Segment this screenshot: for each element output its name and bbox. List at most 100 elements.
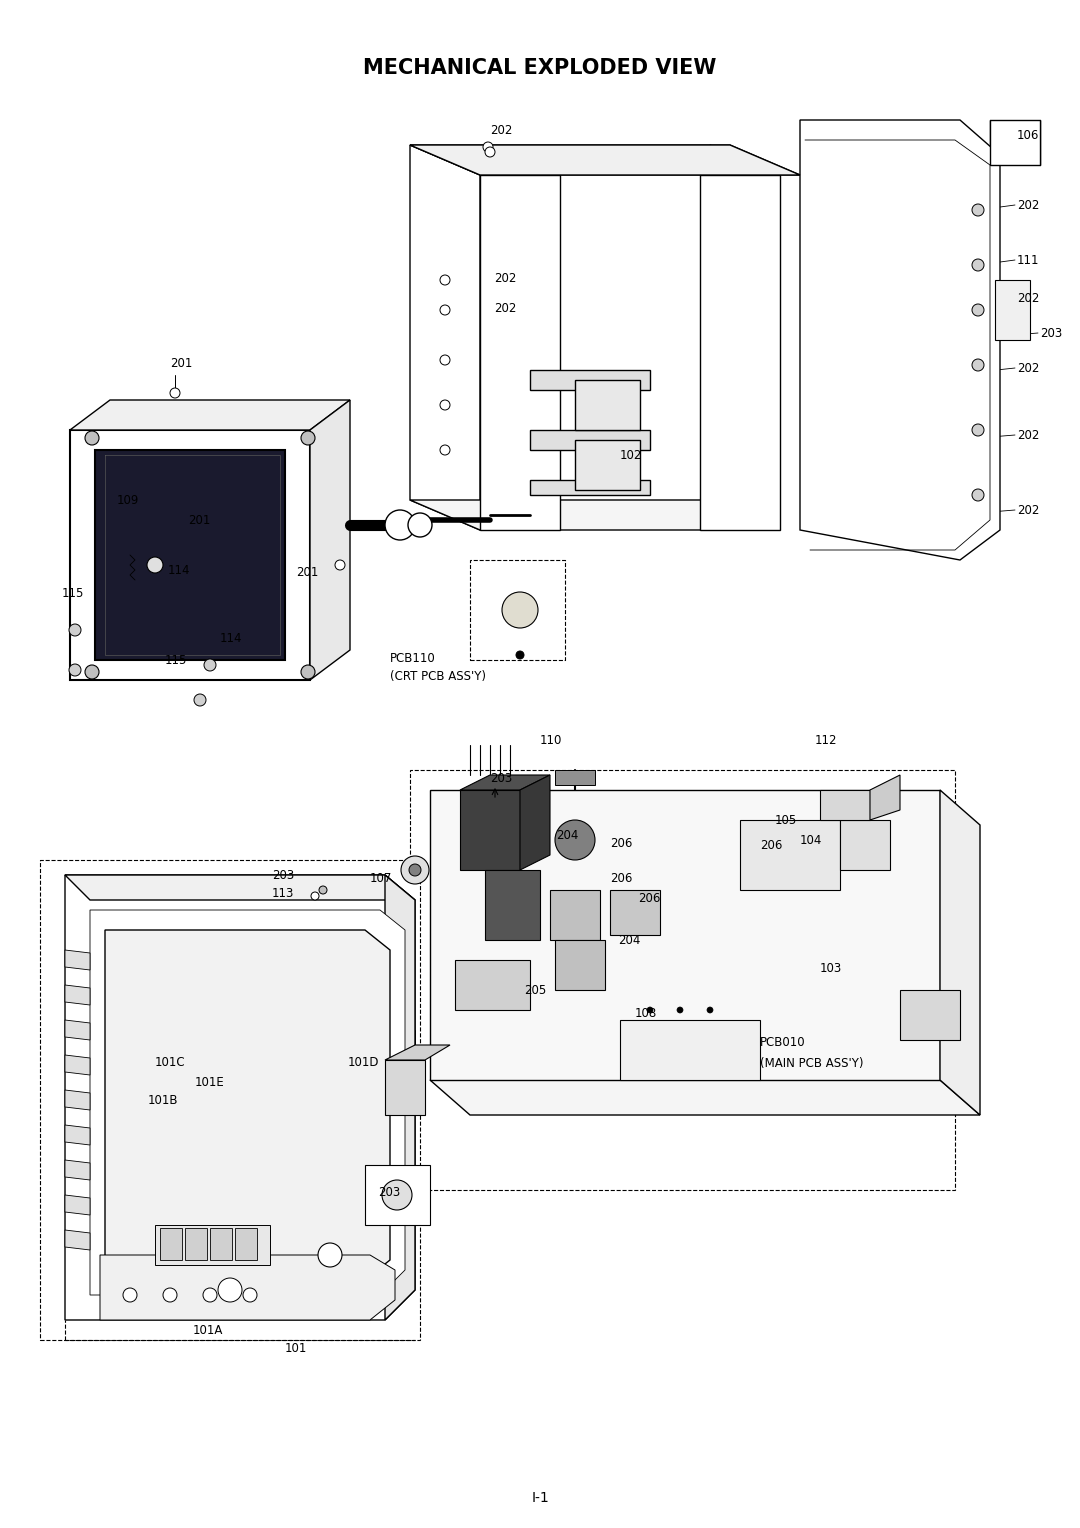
Circle shape [311, 892, 319, 900]
Circle shape [972, 304, 984, 316]
Text: 203: 203 [272, 868, 294, 882]
Circle shape [335, 559, 345, 570]
Circle shape [667, 1038, 673, 1044]
Polygon shape [940, 790, 980, 1115]
Circle shape [69, 623, 81, 636]
Polygon shape [519, 775, 550, 869]
Polygon shape [555, 940, 605, 990]
Circle shape [516, 651, 524, 659]
Circle shape [972, 359, 984, 371]
Polygon shape [65, 1125, 90, 1144]
Text: (MAIN PCB ASS'Y): (MAIN PCB ASS'Y) [760, 1056, 864, 1070]
Text: 201: 201 [170, 356, 192, 370]
Text: 101B: 101B [148, 1094, 178, 1106]
Circle shape [409, 863, 421, 876]
Circle shape [69, 665, 81, 675]
Polygon shape [65, 1160, 90, 1180]
Polygon shape [65, 986, 90, 1005]
Polygon shape [185, 1229, 207, 1261]
Circle shape [194, 694, 206, 706]
Polygon shape [95, 451, 285, 660]
Text: 104: 104 [800, 833, 822, 847]
Text: 101D: 101D [348, 1056, 379, 1070]
Circle shape [485, 147, 495, 157]
Circle shape [301, 665, 315, 678]
Polygon shape [620, 1021, 760, 1080]
Circle shape [972, 423, 984, 435]
Circle shape [163, 1288, 177, 1302]
Polygon shape [740, 821, 840, 889]
Text: 111: 111 [1017, 254, 1039, 266]
Text: 106: 106 [1017, 128, 1039, 142]
Circle shape [483, 142, 492, 151]
Text: 203: 203 [378, 1187, 401, 1199]
Polygon shape [65, 1230, 90, 1250]
Polygon shape [65, 876, 415, 1320]
Text: 115: 115 [62, 587, 84, 599]
Text: 202: 202 [1017, 292, 1039, 304]
Text: 114: 114 [220, 631, 243, 645]
Polygon shape [384, 876, 415, 1320]
Polygon shape [820, 790, 870, 821]
Polygon shape [65, 1089, 90, 1109]
Circle shape [123, 1288, 137, 1302]
Text: MECHANICAL EXPLODED VIEW: MECHANICAL EXPLODED VIEW [363, 58, 717, 78]
Circle shape [85, 665, 99, 678]
Text: 205: 205 [524, 984, 546, 996]
Circle shape [697, 1038, 703, 1044]
Text: 204: 204 [556, 828, 579, 842]
Polygon shape [840, 821, 890, 869]
Text: 202: 202 [1017, 504, 1039, 516]
Polygon shape [105, 931, 390, 1280]
Polygon shape [555, 770, 595, 785]
Text: 107: 107 [370, 871, 392, 885]
Circle shape [384, 510, 415, 539]
Circle shape [318, 1242, 342, 1267]
Circle shape [677, 1007, 683, 1013]
Text: 101: 101 [285, 1342, 308, 1354]
Polygon shape [65, 1021, 90, 1041]
Polygon shape [100, 1254, 395, 1320]
Polygon shape [156, 1225, 270, 1265]
Polygon shape [70, 400, 350, 429]
Circle shape [440, 445, 450, 455]
Circle shape [319, 886, 327, 894]
Polygon shape [460, 790, 519, 869]
Text: 203: 203 [490, 772, 512, 784]
Text: 204: 204 [618, 934, 640, 946]
Text: PCB110: PCB110 [390, 651, 435, 665]
Text: 101C: 101C [156, 1056, 186, 1070]
Text: 202: 202 [1017, 199, 1039, 211]
Polygon shape [575, 380, 640, 429]
Circle shape [408, 513, 432, 536]
Text: 101A: 101A [193, 1323, 224, 1337]
Polygon shape [90, 911, 405, 1296]
Text: 102: 102 [620, 449, 643, 461]
Polygon shape [410, 145, 480, 530]
Text: 206: 206 [760, 839, 782, 851]
Bar [995, 280, 1030, 341]
Polygon shape [410, 145, 800, 176]
Polygon shape [700, 176, 780, 530]
Circle shape [555, 821, 595, 860]
Circle shape [972, 489, 984, 501]
Text: 206: 206 [638, 891, 660, 905]
Polygon shape [65, 1195, 90, 1215]
Circle shape [440, 400, 450, 410]
Text: 201: 201 [188, 513, 211, 527]
Text: 115: 115 [165, 654, 187, 666]
Text: (CRT PCB ASS'Y): (CRT PCB ASS'Y) [390, 669, 486, 683]
Polygon shape [384, 1045, 450, 1060]
Bar [40, 860, 420, 1340]
Polygon shape [485, 869, 540, 940]
Polygon shape [430, 790, 940, 1080]
Circle shape [301, 431, 315, 445]
Polygon shape [210, 1229, 232, 1261]
Circle shape [440, 275, 450, 286]
Circle shape [382, 1180, 411, 1210]
Circle shape [972, 205, 984, 215]
Circle shape [243, 1288, 257, 1302]
Bar [470, 559, 565, 660]
Polygon shape [550, 889, 600, 940]
Polygon shape [65, 1054, 90, 1076]
